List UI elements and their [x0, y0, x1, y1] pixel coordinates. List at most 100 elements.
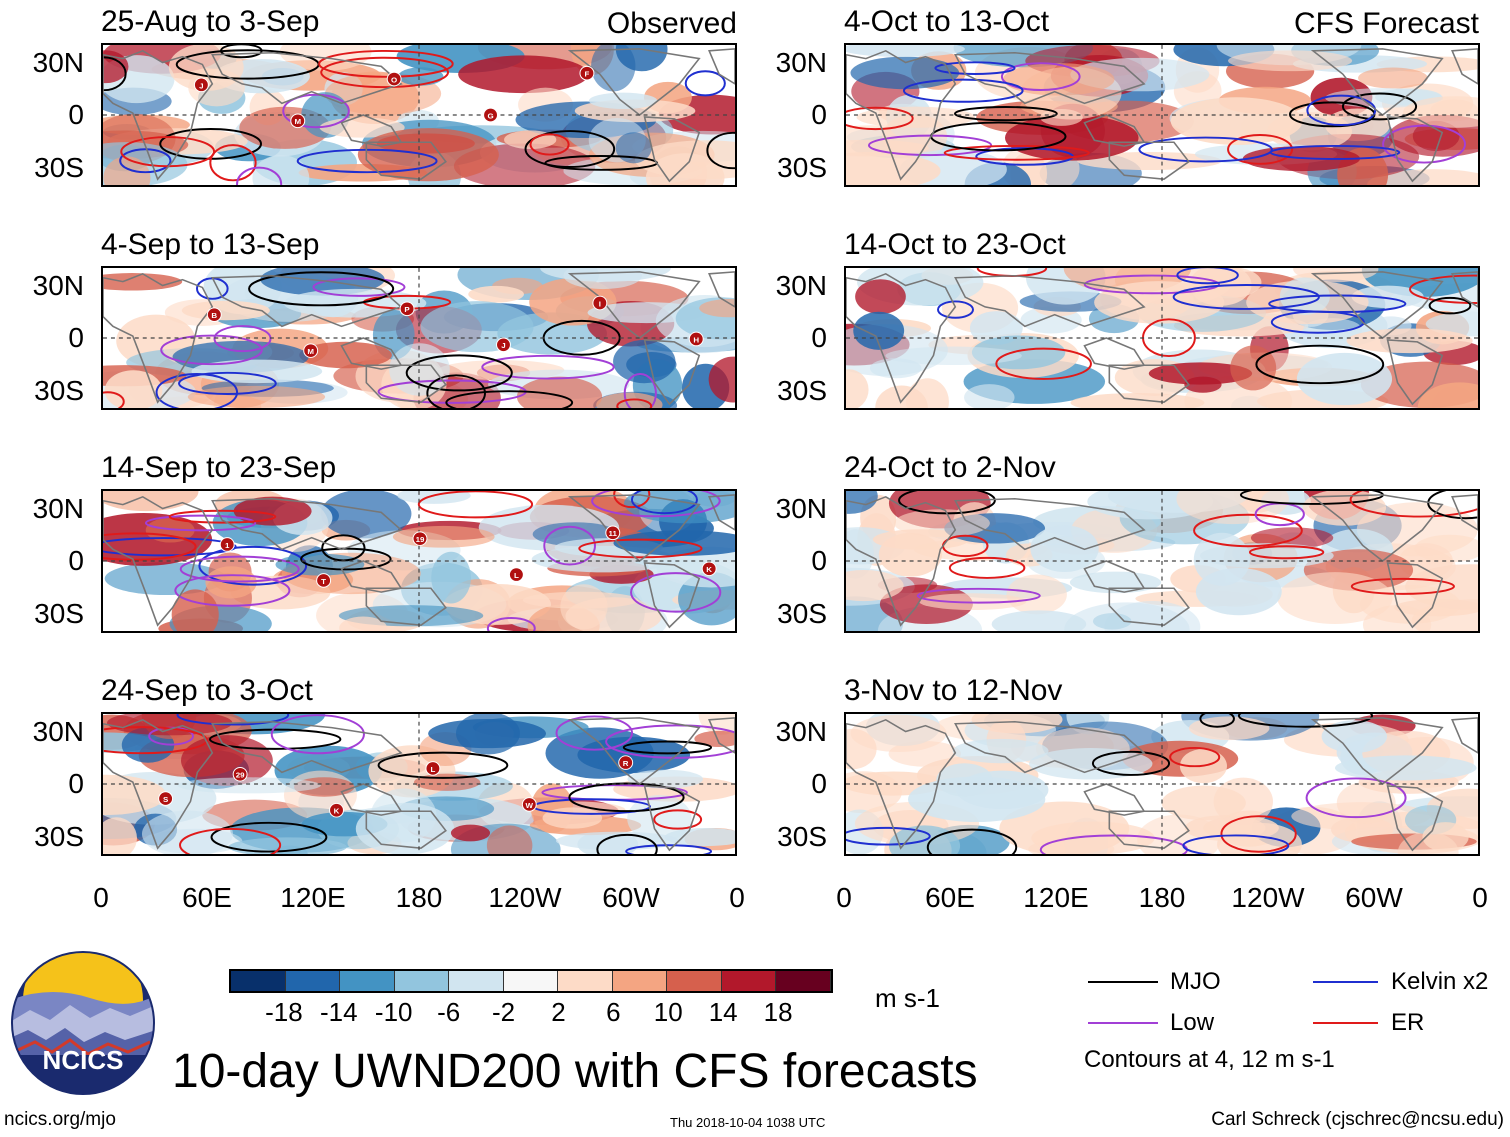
wind-anomaly-shading: [233, 496, 312, 526]
lon-label: 120E: [280, 882, 346, 913]
lon-label: 0: [729, 882, 745, 913]
storm-marker: K: [701, 561, 717, 577]
wind-anomaly-shading: [1006, 574, 1067, 615]
map-panel-right-3: [844, 712, 1480, 856]
wave-contour: [119, 148, 172, 174]
wave-contour: [377, 751, 509, 779]
storm-marker: M: [290, 113, 306, 129]
colorbar-tick-label: -6: [437, 997, 461, 1027]
storm-marker: P: [399, 301, 415, 317]
colorbar-swatch: [667, 971, 722, 991]
wave-contour: [543, 525, 596, 566]
panel-title-right-2: 24-Oct to 2-Nov: [844, 451, 1056, 484]
svg-text:K: K: [334, 807, 340, 816]
legend-low-line: [1088, 1022, 1158, 1024]
colorbar-swatch: [449, 971, 504, 991]
wind-anomaly-shading: [104, 562, 227, 596]
lat-label: 30N: [775, 493, 827, 524]
wave-contour: [209, 728, 342, 750]
wind-anomaly-shading: [869, 358, 922, 379]
wind-anomaly-shading: [560, 584, 608, 630]
wave-contour: [1091, 750, 1171, 776]
wind-anomaly-shading: [1230, 345, 1277, 391]
storm-marker: M: [303, 343, 319, 358]
wave-contour: [846, 826, 931, 846]
wind-anomaly-shading: [875, 385, 928, 408]
wave-contour: [103, 56, 127, 92]
wave-contour: [630, 491, 698, 515]
svg-text:J: J: [199, 81, 203, 90]
svg-text:M: M: [307, 347, 314, 356]
svg-text:S: S: [163, 795, 168, 804]
wave-contour: [174, 574, 291, 607]
wave-contour: [1000, 62, 1081, 91]
colorbar-tick-label: 6: [606, 997, 621, 1027]
wind-anomaly-shading: [1414, 534, 1478, 563]
wave-contour: [103, 532, 197, 561]
svg-text:P: P: [404, 305, 409, 314]
wind-anomaly-shading: [191, 359, 323, 384]
wave-contour: [160, 334, 263, 366]
wave-contour: [653, 809, 703, 830]
wave-contour: [1255, 344, 1385, 385]
wave-contour: [1305, 777, 1407, 819]
panel-title-left-0: 25-Aug to 3-Sep: [101, 5, 320, 38]
wind-anomaly-shading: [1422, 822, 1469, 852]
storm-marker: B: [206, 307, 222, 322]
wind-anomaly-shading: [885, 346, 1022, 366]
wave-contour: [1269, 144, 1401, 160]
wind-anomaly-shading: [516, 376, 603, 408]
wave-contour: [995, 347, 1092, 380]
svg-text:19: 19: [416, 535, 425, 544]
wave-contour: [630, 572, 722, 613]
wind-anomaly-shading: [846, 369, 869, 408]
wind-anomaly-shading: [1228, 50, 1353, 72]
wind-anomaly-shading: [1030, 525, 1099, 572]
wind-anomaly-shading: [458, 55, 589, 94]
colorbar-tick-label: -18: [265, 997, 303, 1027]
svg-text:I: I: [599, 299, 601, 308]
wave-contour: [179, 555, 300, 583]
lat-label: 30S: [777, 598, 827, 629]
wave-contour: [210, 821, 328, 853]
colorbar-swatch: [340, 971, 395, 991]
main-title: 10-day UWND200 with CFS forecasts: [172, 1045, 978, 1098]
lat-label: 30N: [32, 716, 84, 747]
wind-anomaly-shading: [357, 128, 499, 182]
wind-anomaly-shading: [428, 718, 546, 749]
lat-label: 0: [68, 768, 84, 799]
storm-marker: 19: [412, 531, 428, 546]
wind-anomaly-shading: [964, 384, 1015, 408]
logo-text: NCICS: [42, 1045, 124, 1075]
footer-site[interactable]: ncics.org/mjo: [4, 1109, 116, 1130]
wind-anomaly-shading: [893, 509, 990, 538]
wind-anomaly-shading: [1070, 393, 1205, 408]
wave-contour: [318, 49, 454, 78]
wave-contour: [103, 391, 125, 408]
wave-contour: [1172, 284, 1320, 310]
svg-text:F: F: [585, 70, 590, 79]
map-panel-right-0: [844, 43, 1480, 187]
wind-anomaly-shading: [177, 777, 321, 794]
wind-anomaly-shading: [145, 517, 195, 543]
wind-anomaly-shading: [708, 356, 735, 403]
wind-anomaly-shading: [106, 714, 233, 736]
wave-contour: [155, 373, 239, 408]
lon-label: 0: [836, 882, 852, 913]
wind-anomaly-shading: [656, 546, 735, 588]
svg-text:J: J: [501, 341, 505, 350]
svg-text:29: 29: [236, 771, 245, 780]
wind-anomaly-shading: [627, 794, 692, 843]
colorbar-tick-label: 18: [763, 997, 793, 1027]
wave-contour: [1349, 491, 1478, 518]
wave-contour: [954, 106, 1058, 122]
storm-marker: 1: [219, 537, 235, 552]
wave-contour: [198, 545, 308, 586]
colorbar-swatch: [231, 971, 286, 991]
wave-contour: [144, 514, 257, 532]
wave-contour: [405, 354, 513, 392]
wave-contour: [706, 131, 735, 170]
lat-label: 30S: [34, 598, 84, 629]
wave-contour: [943, 144, 1090, 161]
wave-contour: [578, 538, 703, 559]
